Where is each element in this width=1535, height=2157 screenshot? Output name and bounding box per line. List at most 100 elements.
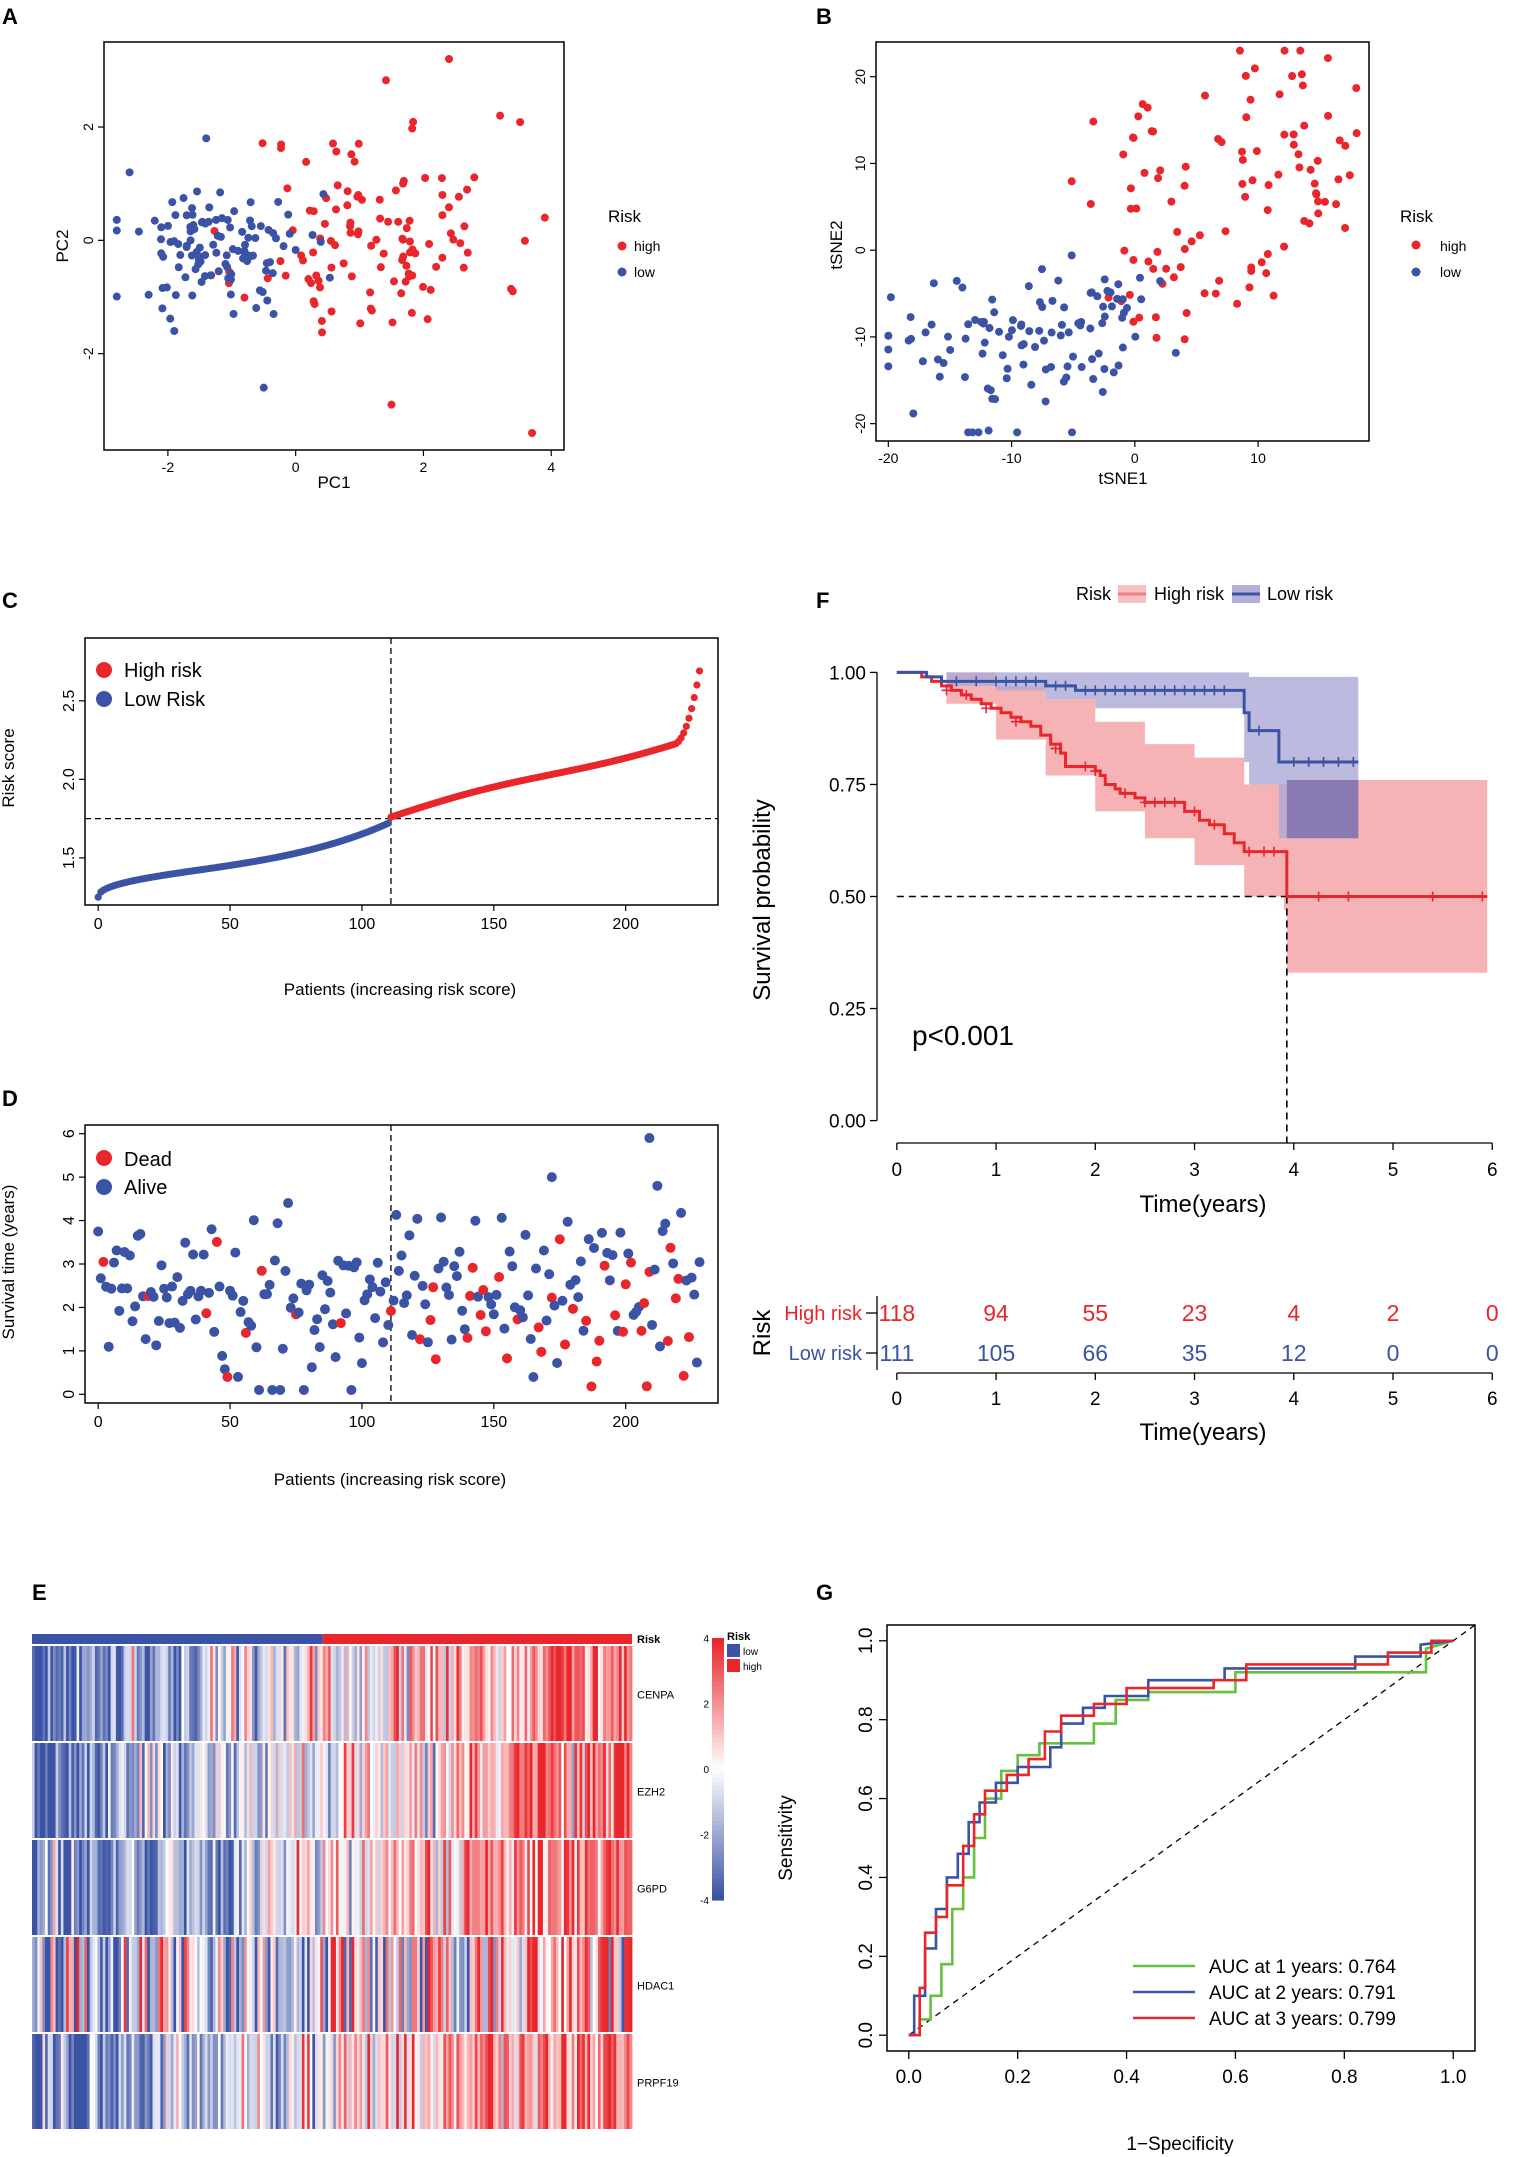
- point-high: [263, 274, 272, 283]
- point-high: [470, 173, 479, 182]
- censor-mark-high-risk: [1080, 761, 1091, 772]
- point-alive: [356, 1358, 367, 1369]
- point-high: [1200, 289, 1209, 298]
- heatmap-cell: [613, 1646, 617, 1741]
- heatmap-cell: [309, 1840, 313, 1935]
- point-low: [247, 222, 256, 231]
- heatmap-cell: [380, 2034, 384, 2129]
- annotation-label-e: Risk: [637, 1634, 661, 1646]
- heatmap-cell: [113, 1937, 117, 2032]
- heatmap-cell: [87, 1937, 91, 2032]
- color-scale-step: [712, 1834, 724, 1840]
- heatmap-cell: [550, 1646, 554, 1741]
- heatmap-cell: [176, 2034, 180, 2129]
- heatmap-cell: [532, 1840, 536, 1935]
- point-dead: [533, 1322, 544, 1333]
- heatmap-cell: [288, 1937, 292, 2032]
- point-alive: [235, 1307, 246, 1318]
- point-alive: [135, 1228, 146, 1239]
- heatmap-cell: [233, 1646, 237, 1741]
- point-low: [187, 251, 196, 260]
- point-alive: [272, 1218, 283, 1229]
- heatmap-cell: [181, 1840, 185, 1935]
- point-high: [332, 147, 341, 156]
- censor-mark-low-risk: [1254, 725, 1265, 736]
- point-alive: [446, 1334, 457, 1345]
- heatmap-cell: [320, 1646, 324, 1741]
- heatmap-cell: [280, 2034, 284, 2129]
- point-high: [456, 239, 465, 248]
- heatmap-cell: [569, 1646, 573, 1741]
- point-low: [1077, 363, 1086, 372]
- heatmap-cell: [63, 1646, 67, 1741]
- heatmap-cell: [270, 2034, 274, 2129]
- heatmap-cell: [197, 1743, 201, 1838]
- heatmap-cell: [45, 2034, 49, 2129]
- heatmap-cell: [472, 2034, 476, 2129]
- heatmap-cell: [194, 2034, 198, 2129]
- risk-table-x-tick-label: 0: [892, 1389, 903, 1410]
- heatmap-cell: [600, 1646, 604, 1741]
- heatmap-cell: [440, 1937, 444, 2032]
- point-high: [408, 124, 417, 133]
- heatmap-cell: [404, 1743, 408, 1838]
- heatmap-cell: [383, 1646, 387, 1741]
- heatmap-cell: [356, 2034, 360, 2129]
- heatmap-cell: [563, 2034, 567, 2129]
- heatmap-cell: [597, 2034, 601, 2129]
- y-axis-label-g: Sensitivity: [776, 1795, 797, 1881]
- heatmap-cell: [597, 1743, 601, 1838]
- color-scale-step: [712, 1734, 724, 1740]
- ci-band-high-risk: [896, 672, 1488, 973]
- legend-title-a: Risk: [608, 207, 642, 226]
- point-high: [1250, 64, 1259, 73]
- heatmap-cell: [296, 1646, 300, 1741]
- point-low: [1118, 295, 1127, 304]
- point-high: [317, 316, 326, 325]
- heatmap-cell: [186, 1840, 190, 1935]
- heatmap-cell: [322, 2034, 326, 2129]
- heatmap-cell: [68, 1646, 72, 1741]
- censor-mark-high-risk: [1268, 846, 1279, 857]
- heatmap-cell: [529, 1743, 533, 1838]
- heatmap-cell: [126, 1646, 130, 1741]
- heatmap-cell: [147, 2034, 151, 2129]
- point-high: [315, 283, 324, 292]
- point-low: [929, 279, 938, 288]
- point-high: [1306, 165, 1315, 174]
- point-low: [150, 216, 159, 225]
- heatmap-cell: [168, 1937, 172, 2032]
- x-tick-label: 0.6: [1222, 2067, 1248, 2088]
- heatmap-cell: [396, 1840, 400, 1935]
- heatmap-cell: [414, 1840, 418, 1935]
- point-high: [1298, 81, 1307, 90]
- point-alive: [196, 1285, 207, 1296]
- heatmap-cell: [265, 2034, 269, 2129]
- color-scale-step: [712, 1760, 724, 1766]
- censor-mark-high-risk: [941, 685, 952, 696]
- point-low: [1109, 368, 1118, 377]
- point-dead: [335, 1318, 346, 1329]
- heatmap-cell: [600, 1840, 604, 1935]
- heatmap-cell: [163, 1646, 167, 1741]
- point-dead: [480, 1326, 491, 1337]
- point-dead: [430, 1354, 441, 1365]
- heatmap-cell: [545, 1840, 549, 1935]
- legend-band-high-f: [1118, 585, 1146, 603]
- point-high: [1211, 289, 1220, 298]
- heatmap-cell: [71, 2034, 75, 2129]
- heatmap-cell: [163, 2034, 167, 2129]
- point-high: [1324, 111, 1333, 120]
- risk-table-row-label: High risk: [784, 1303, 863, 1325]
- heatmap-cell: [183, 1937, 187, 2032]
- point-high: [382, 76, 391, 85]
- heatmap-cell: [377, 1840, 381, 1935]
- point-alive: [404, 1230, 415, 1241]
- heatmap-cell: [199, 1743, 203, 1838]
- point-alive: [293, 1307, 304, 1318]
- heatmap-cell: [144, 1937, 148, 2032]
- heatmap-cell: [249, 1646, 253, 1741]
- point-low-risk: [384, 819, 392, 827]
- point-low: [230, 207, 239, 216]
